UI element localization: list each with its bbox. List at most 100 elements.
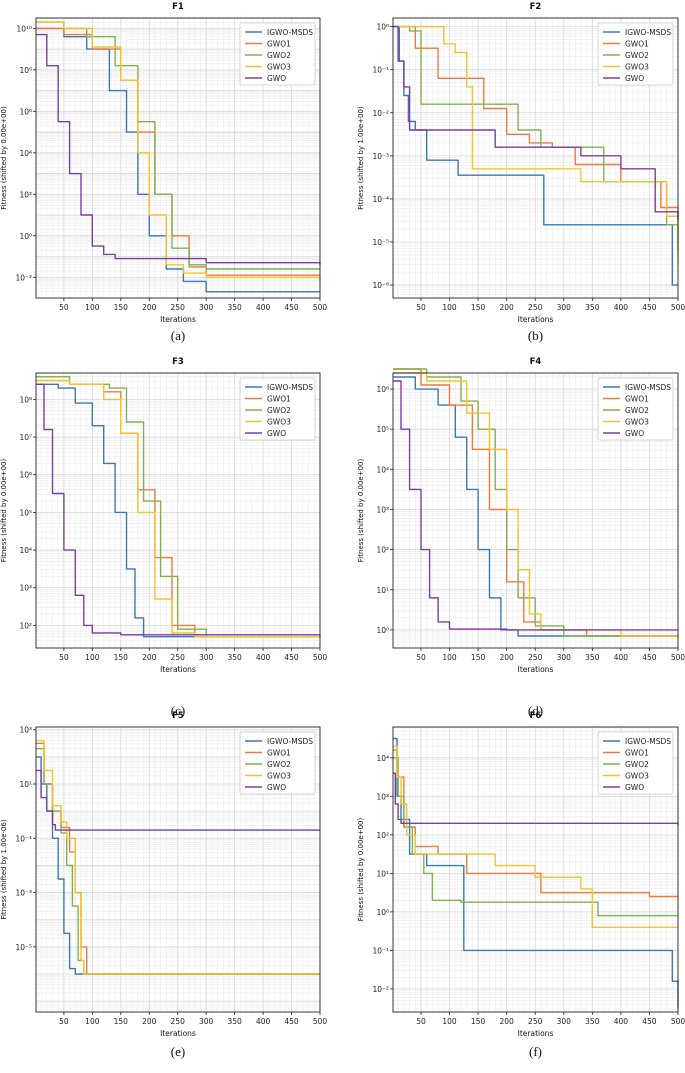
y-tick-label: 10¹⁰ [16, 24, 32, 33]
y-tick-label: 10⁰ [19, 232, 32, 241]
x-tick-label: 250 [528, 303, 543, 312]
y-tick-label: 10² [19, 621, 32, 630]
chart-panel-f4: 50 100 150 200 250 300 350 400 450 500 10⁰ 10¹ 10² 10… [357, 357, 685, 718]
x-tick-label: 250 [171, 653, 186, 662]
legend-label-gwo1: GWO1 [625, 394, 649, 403]
x-tick-label: 450 [284, 653, 299, 662]
legend-label-gwo3: GWO3 [625, 771, 649, 780]
legend-box [239, 22, 316, 86]
x-tick-label: 350 [227, 303, 242, 312]
y-tick-label: 10⁶ [19, 107, 32, 116]
panel-caption: (e) [171, 1044, 185, 1059]
y-axis-label: Fitness (shifted by 0.00e+00) [357, 458, 365, 562]
legend-box [597, 731, 674, 795]
legend-label-gwo2: GWO2 [267, 760, 291, 769]
x-tick-label: 500 [313, 303, 328, 312]
x-tick-label: 150 [114, 303, 129, 312]
legend-label-gwo1: GWO1 [625, 748, 649, 757]
x-tick-label: 350 [585, 653, 600, 662]
legend-label-gwo: GWO [267, 783, 286, 792]
x-tick-label: 500 [671, 1017, 685, 1026]
y-axis-label: Fitness (shifted by 0.00e+00) [357, 817, 365, 921]
legend-label-igwo-msds: IGWO-MSDS [267, 383, 313, 392]
series-line-gwo2 [393, 757, 678, 917]
series-line-gwo3 [393, 745, 678, 928]
y-axis-label: Fitness (shifted by 0.00e+00) [0, 106, 8, 210]
x-tick-label: 400 [614, 653, 629, 662]
chart-title: F2 [530, 2, 542, 12]
series-line-gwo2 [393, 368, 678, 637]
y-tick-label: 10³ [19, 584, 32, 593]
x-tick-label: 200 [499, 1017, 514, 1026]
chart-title: F4 [530, 357, 542, 367]
x-tick-label: 350 [585, 1017, 600, 1026]
legend-box [239, 377, 316, 441]
y-tick-label: 10⁻⁵ [15, 943, 32, 952]
legend-label-gwo1: GWO1 [267, 394, 291, 403]
x-axis-label: Iterations [518, 315, 554, 324]
y-tick-label: 10⁴ [19, 546, 32, 555]
legend-label-gwo2: GWO2 [267, 406, 291, 415]
x-tick-label: 200 [499, 303, 514, 312]
series-line-igwo-msds [393, 376, 678, 637]
x-tick-label: 200 [142, 303, 157, 312]
x-tick-label: 150 [114, 1017, 129, 1026]
x-tick-label: 100 [85, 653, 100, 662]
chart-title: F5 [172, 711, 184, 721]
legend-label-igwo-msds: IGWO-MSDS [625, 737, 671, 746]
x-tick-label: 200 [499, 653, 514, 662]
y-tick-label: 10⁻¹ [372, 66, 389, 75]
x-tick-label: 400 [256, 653, 271, 662]
y-tick-label: 10⁻⁴ [372, 195, 389, 204]
y-tick-label: 10⁵ [376, 425, 389, 434]
legend-label-gwo3: GWO3 [625, 417, 649, 426]
x-tick-label: 100 [442, 1017, 457, 1026]
series-line-gwo [393, 772, 679, 826]
y-tick-label: 10⁰ [376, 626, 389, 635]
x-tick-label: 50 [416, 303, 426, 312]
series-line-igwo-msds [36, 383, 320, 638]
y-axis-label: Fitness (shifted by 0.00e+00) [0, 458, 8, 562]
y-tick-label: 10⁻¹ [15, 834, 32, 843]
x-tick-label: 50 [59, 653, 69, 662]
x-tick-label: 500 [671, 653, 685, 662]
series-line-gwo [393, 380, 678, 631]
y-tick-label: 10⁵ [19, 508, 32, 517]
x-tick-label: 300 [557, 1017, 572, 1026]
legend-label-gwo2: GWO2 [625, 760, 649, 769]
series-line-gwo [36, 769, 320, 831]
y-tick-label: 10³ [19, 726, 32, 735]
legend-label-igwo-msds: IGWO-MSDS [625, 383, 671, 392]
x-tick-label: 450 [642, 653, 657, 662]
legend-label-gwo3: GWO3 [267, 771, 291, 780]
y-tick-label: 10³ [376, 505, 389, 514]
chart-panel-f2: 50 100 150 200 250 300 350 400 450 500 10⁻⁶ 10⁻⁵ 10⁻… [357, 2, 685, 343]
y-tick-label: 10⁻³ [372, 152, 389, 161]
series-line-gwo3 [36, 21, 321, 282]
series-line-gwo [36, 383, 321, 637]
x-axis-label: Iterations [518, 1029, 554, 1038]
legend-label-gwo1: GWO1 [267, 39, 291, 48]
y-axis-label: Fitness (shifted by 1.00e+00) [357, 106, 365, 210]
y-tick-label: 10¹ [376, 869, 389, 878]
x-tick-label: 300 [199, 303, 214, 312]
y-tick-label: 10⁻⁶ [372, 281, 389, 290]
legend-label-gwo3: GWO3 [267, 417, 291, 426]
y-tick-label: 10⁷ [19, 433, 32, 442]
legend-label-gwo: GWO [267, 429, 286, 438]
x-tick-label: 400 [256, 303, 271, 312]
legend-label-gwo2: GWO2 [625, 406, 649, 415]
chart-title: F1 [172, 2, 184, 12]
x-tick-label: 50 [59, 1017, 69, 1026]
x-tick-label: 450 [642, 1017, 657, 1026]
series-line-gwo3 [36, 379, 320, 638]
x-tick-label: 400 [614, 303, 629, 312]
x-tick-label: 200 [142, 1017, 157, 1026]
y-tick-label: 10⁻¹ [372, 946, 389, 955]
chart-panel-f6: 50 100 150 200 250 300 350 400 450 500 10⁻² 10⁻¹ 10⁰… [357, 711, 685, 1059]
panel-caption: (f) [529, 1044, 542, 1059]
x-tick-label: 50 [59, 303, 69, 312]
x-tick-label: 100 [442, 653, 457, 662]
chart-title: F3 [172, 357, 184, 367]
